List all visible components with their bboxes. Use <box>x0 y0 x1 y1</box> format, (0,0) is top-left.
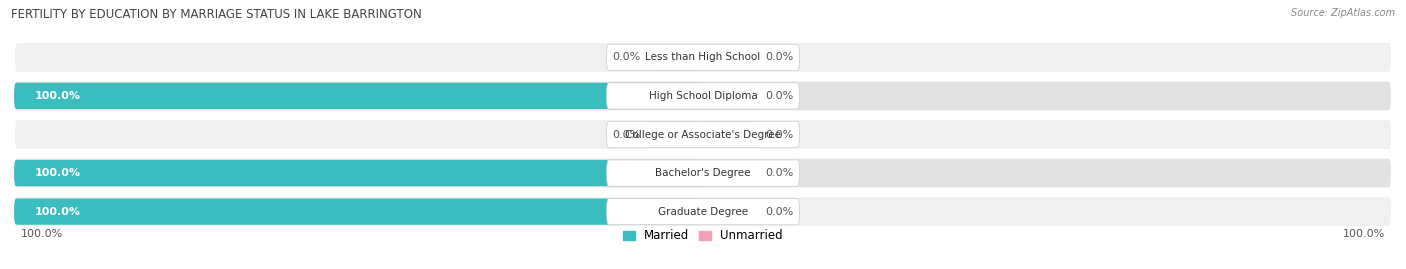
FancyBboxPatch shape <box>703 44 758 70</box>
Text: 0.0%: 0.0% <box>613 129 641 140</box>
FancyBboxPatch shape <box>703 121 758 148</box>
Text: 0.0%: 0.0% <box>765 129 793 140</box>
FancyBboxPatch shape <box>606 121 800 148</box>
Text: Graduate Degree: Graduate Degree <box>658 207 748 217</box>
FancyBboxPatch shape <box>14 160 703 186</box>
FancyBboxPatch shape <box>703 160 758 186</box>
Text: Bachelor's Degree: Bachelor's Degree <box>655 168 751 178</box>
FancyBboxPatch shape <box>14 42 1392 73</box>
FancyBboxPatch shape <box>648 121 703 148</box>
Text: High School Diploma: High School Diploma <box>648 91 758 101</box>
Text: 0.0%: 0.0% <box>765 207 793 217</box>
FancyBboxPatch shape <box>14 80 1392 111</box>
Text: 100.0%: 100.0% <box>35 91 80 101</box>
FancyBboxPatch shape <box>14 119 1392 150</box>
FancyBboxPatch shape <box>606 44 800 70</box>
Text: Less than High School: Less than High School <box>645 52 761 62</box>
Text: 100.0%: 100.0% <box>21 229 63 239</box>
Text: 0.0%: 0.0% <box>765 91 793 101</box>
FancyBboxPatch shape <box>648 44 703 70</box>
Text: 100.0%: 100.0% <box>35 168 80 178</box>
Text: Source: ZipAtlas.com: Source: ZipAtlas.com <box>1291 8 1395 18</box>
FancyBboxPatch shape <box>703 83 758 109</box>
FancyBboxPatch shape <box>606 160 800 186</box>
Text: College or Associate's Degree: College or Associate's Degree <box>626 129 780 140</box>
Text: 100.0%: 100.0% <box>1343 229 1385 239</box>
Legend: Married, Unmarried: Married, Unmarried <box>619 225 787 247</box>
FancyBboxPatch shape <box>606 83 800 109</box>
Text: FERTILITY BY EDUCATION BY MARRIAGE STATUS IN LAKE BARRINGTON: FERTILITY BY EDUCATION BY MARRIAGE STATU… <box>11 8 422 21</box>
Text: 0.0%: 0.0% <box>613 52 641 62</box>
Text: 0.0%: 0.0% <box>765 168 793 178</box>
FancyBboxPatch shape <box>14 196 1392 227</box>
FancyBboxPatch shape <box>14 199 703 225</box>
FancyBboxPatch shape <box>606 199 800 225</box>
FancyBboxPatch shape <box>703 199 758 225</box>
FancyBboxPatch shape <box>14 83 703 109</box>
Text: 100.0%: 100.0% <box>35 207 80 217</box>
Text: 0.0%: 0.0% <box>765 52 793 62</box>
FancyBboxPatch shape <box>14 158 1392 189</box>
